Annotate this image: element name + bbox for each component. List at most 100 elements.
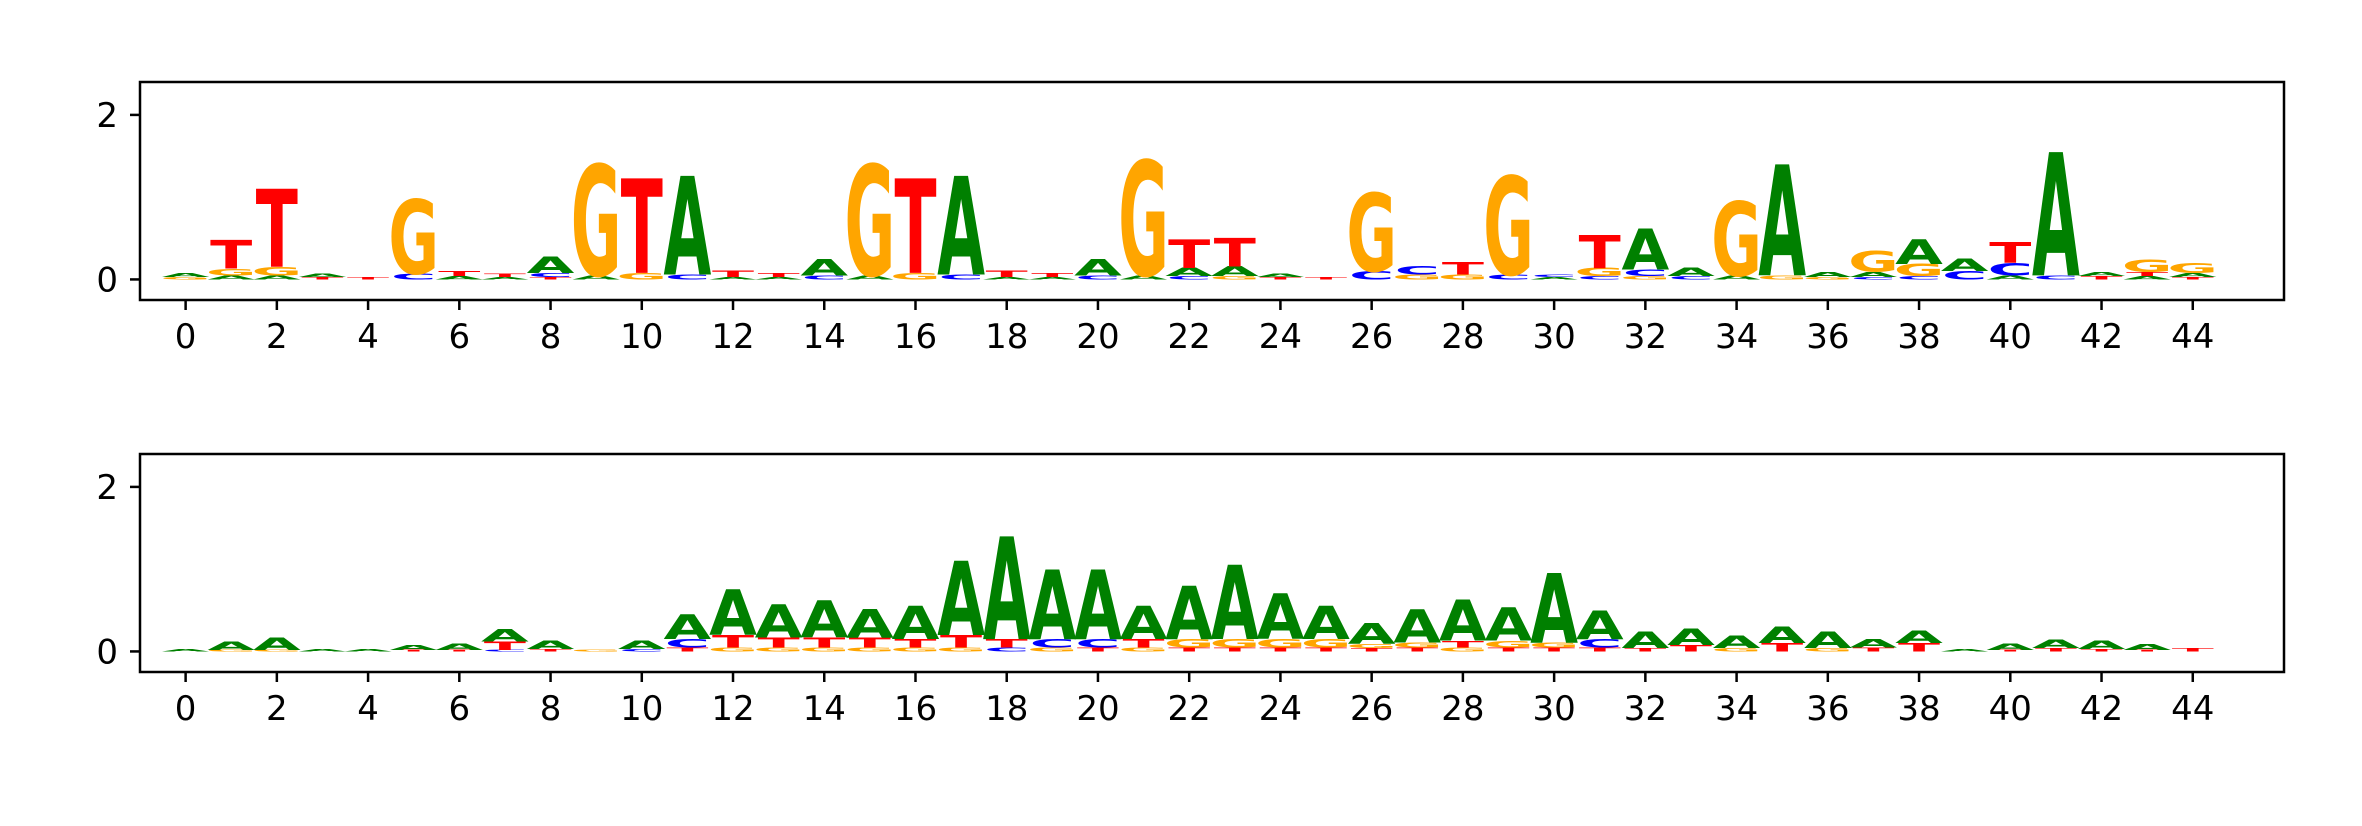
logo-letter-T-pos-30: T xyxy=(1533,646,1575,653)
logo-letter-G-pos-17: G xyxy=(936,646,987,653)
logo-letter-T-pos-5: T xyxy=(393,649,435,652)
logo-letter-G-pos-19: G xyxy=(1027,646,1078,653)
logo-letter-A-pos-20: A xyxy=(1074,551,1122,663)
logo-letter-G-pos-29: G xyxy=(1483,639,1534,649)
logo-letter-T-pos-6: T xyxy=(438,270,480,278)
logo-letter-A-pos-19: A xyxy=(1028,276,1076,280)
logo-letter-T-pos-2: T xyxy=(256,168,298,293)
logo-letter-A-pos-41: A xyxy=(2032,120,2080,317)
x-tick-label: 10 xyxy=(620,317,663,357)
logo-letter-A-pos-22: A xyxy=(1165,266,1214,279)
logo-letter-A-pos-23: A xyxy=(1211,264,1259,280)
x-tick-label: 34 xyxy=(1715,689,1758,729)
logo-letter-A-pos-14: A xyxy=(800,592,848,650)
x-tick-label: 28 xyxy=(1441,317,1484,357)
logo-letter-T-pos-22: T xyxy=(1168,232,1211,278)
logo-letter-G-pos-5: G xyxy=(388,179,439,297)
logo-letter-T-pos-17: T xyxy=(940,632,982,652)
logo-letter-G-pos-26: G xyxy=(1346,172,1397,297)
logo-letter-C-pos-29: C xyxy=(1486,273,1531,281)
logo-letter-C-pos-7: C xyxy=(482,649,527,652)
logo-letter-T-pos-28: T xyxy=(1442,259,1484,279)
logo-letter-A-pos-13: A xyxy=(755,276,803,280)
logo-letter-G-pos-1: G xyxy=(206,649,257,652)
logo-letter-T-pos-24: T xyxy=(1259,646,1301,653)
x-tick-label: 38 xyxy=(1897,317,1940,357)
x-tick-label: 44 xyxy=(2171,689,2214,729)
logo-letter-G-pos-16: G xyxy=(890,271,941,281)
x-tick-label: 4 xyxy=(357,689,379,729)
x-tick-label: 8 xyxy=(540,689,562,729)
logo-letter-T-pos-19: T xyxy=(1031,272,1073,279)
logo-letter-T-pos-12: T xyxy=(712,269,754,279)
logo-letter-A-pos-38: A xyxy=(1895,628,1943,648)
logo-letter-A-pos-37: A xyxy=(1850,637,1899,650)
logo-letter-A-pos-33: A xyxy=(1667,266,1716,279)
logo-letter-G-pos-23: G xyxy=(1209,275,1260,280)
logo-letter-T-pos-3: T xyxy=(301,276,343,280)
logo-letter-C-pos-8: C xyxy=(528,272,573,279)
logo-letter-C-pos-37: C xyxy=(1851,276,1896,280)
logo-letter-A-pos-21: A xyxy=(1120,274,1168,281)
logo-letter-A-pos-35: A xyxy=(1758,135,1806,312)
logo-letter-A-pos-39: A xyxy=(1941,648,1989,652)
logo-letter-T-pos-24: T xyxy=(1259,276,1301,280)
x-tick-label: 4 xyxy=(357,317,379,357)
logo-letter-G-pos-36: G xyxy=(1802,647,1853,652)
logo-letter-A-pos-24: A xyxy=(1257,582,1305,654)
logo-letter-A-pos-28: A xyxy=(1439,588,1487,654)
logo-letter-T-pos-28: T xyxy=(1442,639,1484,649)
logo-letter-A-pos-19: A xyxy=(1028,551,1076,663)
logo-letter-A-pos-3: A xyxy=(299,648,347,652)
logo-letter-C-pos-10: C xyxy=(619,648,664,652)
logo-letter-C-pos-19: C xyxy=(1030,637,1075,650)
y-tick-label: 2 xyxy=(96,468,118,508)
logo-letter-T-pos-31: T xyxy=(1579,646,1621,653)
logo-letter-T-pos-22: T xyxy=(1168,646,1210,653)
x-tick-label: 30 xyxy=(1532,317,1575,357)
logo-letter-C-pos-41: C xyxy=(2033,274,2078,281)
logo-letter-G-pos-15: G xyxy=(845,135,896,312)
logo-letter-G-pos-2: G xyxy=(252,649,303,652)
logo-letter-C-pos-11: C xyxy=(665,637,710,650)
logo-letter-T-pos-35: T xyxy=(1761,641,1804,654)
logo-letter-A-pos-40: A xyxy=(1986,274,2034,281)
x-tick-label: 16 xyxy=(894,317,937,357)
logo-letter-A-pos-15: A xyxy=(846,274,894,281)
logo-letter-A-pos-37: A xyxy=(1850,271,1898,279)
x-tick-label: 34 xyxy=(1715,317,1758,357)
logo-letter-A-pos-16: A xyxy=(892,597,940,650)
x-tick-label: 22 xyxy=(1168,689,1211,729)
logo-letter-T-pos-6: T xyxy=(438,649,480,652)
logo-letter-A-pos-9: A xyxy=(572,274,620,281)
logo-letter-A-pos-33: A xyxy=(1667,624,1715,650)
logo-letter-T-pos-8: T xyxy=(530,648,572,652)
logo-letter-T-pos-41: T xyxy=(2035,647,2077,652)
logo-letter-G-pos-23: G xyxy=(1209,637,1260,650)
logo-letter-A-pos-43: A xyxy=(2123,643,2171,652)
logo-letter-C-pos-33: C xyxy=(1668,275,1713,280)
x-tick-label: 26 xyxy=(1350,317,1393,357)
x-tick-label: 40 xyxy=(1989,317,2032,357)
logo-letter-T-pos-32: T xyxy=(1624,647,1666,652)
logo-letter-A-pos-40: A xyxy=(1986,642,2034,652)
x-tick-label: 10 xyxy=(620,689,663,729)
logo-letter-C-pos-31: C xyxy=(1577,637,1622,650)
logo-letter-T-pos-44: T xyxy=(2172,647,2214,652)
logo-letter-T-pos-29: T xyxy=(1487,646,1529,653)
y-tick-label: 0 xyxy=(96,632,118,672)
logo-letter-A-pos-8: A xyxy=(527,252,575,278)
x-tick-label: 18 xyxy=(985,317,1028,357)
logo-letter-G-pos-21: G xyxy=(1118,130,1169,313)
x-tick-label: 42 xyxy=(2080,317,2123,357)
logo-letter-A-pos-39: A xyxy=(1941,256,1989,276)
y-tick-label: 0 xyxy=(96,260,118,300)
logo-letter-A-pos-6: A xyxy=(435,275,483,280)
logo-letter-T-pos-7: T xyxy=(484,640,527,653)
logo-letter-C-pos-26: C xyxy=(1349,269,1394,282)
x-tick-label: 32 xyxy=(1624,689,1667,729)
logo-letter-C-pos-38: C xyxy=(1896,275,1941,280)
logo-letter-G-pos-30: G xyxy=(1529,641,1580,649)
x-tick-label: 12 xyxy=(711,317,754,357)
logo-letter-G-pos-24: G xyxy=(1255,637,1306,650)
